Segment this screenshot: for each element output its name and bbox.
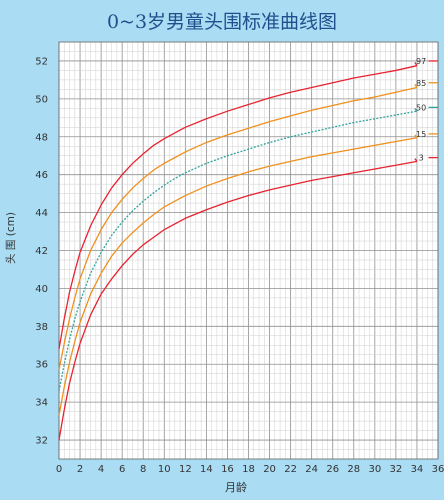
- x-tick-label: 26: [326, 464, 339, 475]
- x-axis-label: 月龄: [225, 480, 247, 494]
- y-tick-label: 52: [35, 56, 48, 67]
- series-lines: [58, 60, 438, 441]
- x-tick-label: 32: [390, 464, 403, 475]
- y-tick-label: 42: [35, 246, 48, 257]
- x-tick-label: 4: [98, 464, 104, 475]
- series-line-p50: [58, 110, 418, 391]
- series-line-p97: [58, 65, 418, 350]
- y-tick-label: 46: [35, 170, 48, 181]
- x-tick-label: 2: [77, 464, 83, 475]
- y-tick-label: 34: [35, 398, 48, 409]
- x-tick-label: 6: [119, 464, 125, 475]
- x-tick-label: 20: [263, 464, 276, 475]
- series-line-p85: [58, 86, 418, 371]
- y-tick-label: 32: [35, 436, 48, 447]
- y-tick-label: 50: [35, 94, 48, 105]
- grid: [58, 41, 439, 460]
- axes: 0 2 4 6 8 10 12 14 16 18 20 22 24 26 28 30 32 34 363234363…: [35, 41, 444, 475]
- x-tick-label: 0: [56, 464, 62, 475]
- x-tick-label: 34: [411, 464, 424, 475]
- x-tick-label: 30: [368, 464, 381, 475]
- series-label-p3: 3: [419, 154, 424, 163]
- x-tick-label: 28: [347, 464, 360, 475]
- y-tick-label: 44: [35, 208, 48, 219]
- y-tick-label: 36: [35, 360, 48, 371]
- series-label-p97: 97: [416, 57, 426, 66]
- x-tick-label: 12: [179, 464, 192, 475]
- x-tick-label: 10: [158, 464, 171, 475]
- x-tick-label: 18: [242, 464, 255, 475]
- x-tick-label: 36: [432, 464, 444, 475]
- x-tick-label: 22: [284, 464, 297, 475]
- series-line-segment: [414, 107, 418, 112]
- y-tick-label: 40: [35, 284, 48, 295]
- series-label-p85: 85: [416, 79, 426, 88]
- series-line-segment: [414, 134, 418, 139]
- series-line-segment: [414, 62, 418, 67]
- series-label-p15: 15: [416, 130, 426, 139]
- y-tick-label: 38: [35, 322, 48, 333]
- plot-border: [58, 41, 439, 460]
- x-tick-label: 24: [305, 464, 318, 475]
- x-tick-label: 16: [221, 464, 234, 475]
- y-axis-label: 头 围 (cm): [5, 212, 17, 264]
- series-line-p15: [58, 137, 418, 416]
- x-tick-label: 8: [140, 464, 146, 475]
- series-labels: 97 85 50 15 3: [416, 57, 426, 163]
- series-line-segment: [414, 83, 418, 88]
- y-tick-label: 48: [35, 132, 48, 143]
- chart-title: 0~3岁男童头围标准曲线图: [107, 11, 337, 33]
- series-line-p3: [58, 160, 418, 441]
- x-tick-label: 14: [200, 464, 213, 475]
- series-line-segment: [414, 158, 418, 162]
- series-label-p50: 50: [416, 103, 426, 112]
